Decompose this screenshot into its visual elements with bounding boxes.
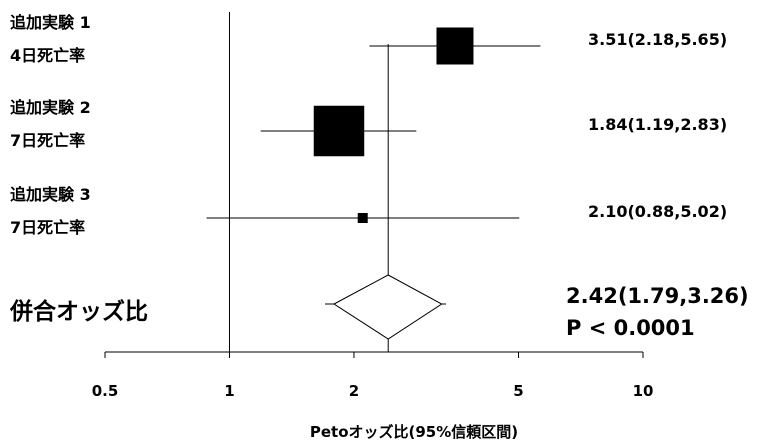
x-tick-label-3: 5 [513,382,523,400]
x-tick-label-0: 0.5 [92,382,119,400]
study-label-1-line2: 4日死亡率 [10,46,85,65]
study-marker-3 [357,213,368,223]
study-estimate-1: 3.51(2.18,5.65) [588,30,727,49]
study-label-2-line2: 7日死亡率 [10,131,85,150]
pooled-p-value: P < 0.0001 [566,316,695,340]
study-marker-2 [313,105,365,157]
study-label-2-line1: 追加実験 2 [10,98,91,117]
study-label-3-line1: 追加実験 3 [10,185,91,204]
study-label-3-line2: 7日死亡率 [10,218,85,237]
x-tick-label-2: 2 [349,382,359,400]
pooled-label: 併合オッズ比 [9,298,148,325]
study-marker-1 [436,27,474,65]
study-estimate-3: 2.10(0.88,5.02) [588,202,727,221]
pooled-diamond [333,274,443,340]
study-label-1-line1: 追加実験 1 [10,13,91,32]
x-axis-title: Petoオッズ比(95%信頼区間) [310,423,518,441]
x-tick-label-4: 10 [633,382,654,400]
x-tick-label-1: 1 [224,382,234,400]
plot-marks [313,27,474,340]
pooled-estimate: 2.42(1.79,3.26) [566,284,749,308]
study-estimate-2: 1.84(1.19,2.83) [588,115,727,134]
plot-text: 0.5 1 2 5 10 Petoオッズ比(95%信頼区間) 追加実験 1 4日死亡率 3.51… [9,13,749,441]
